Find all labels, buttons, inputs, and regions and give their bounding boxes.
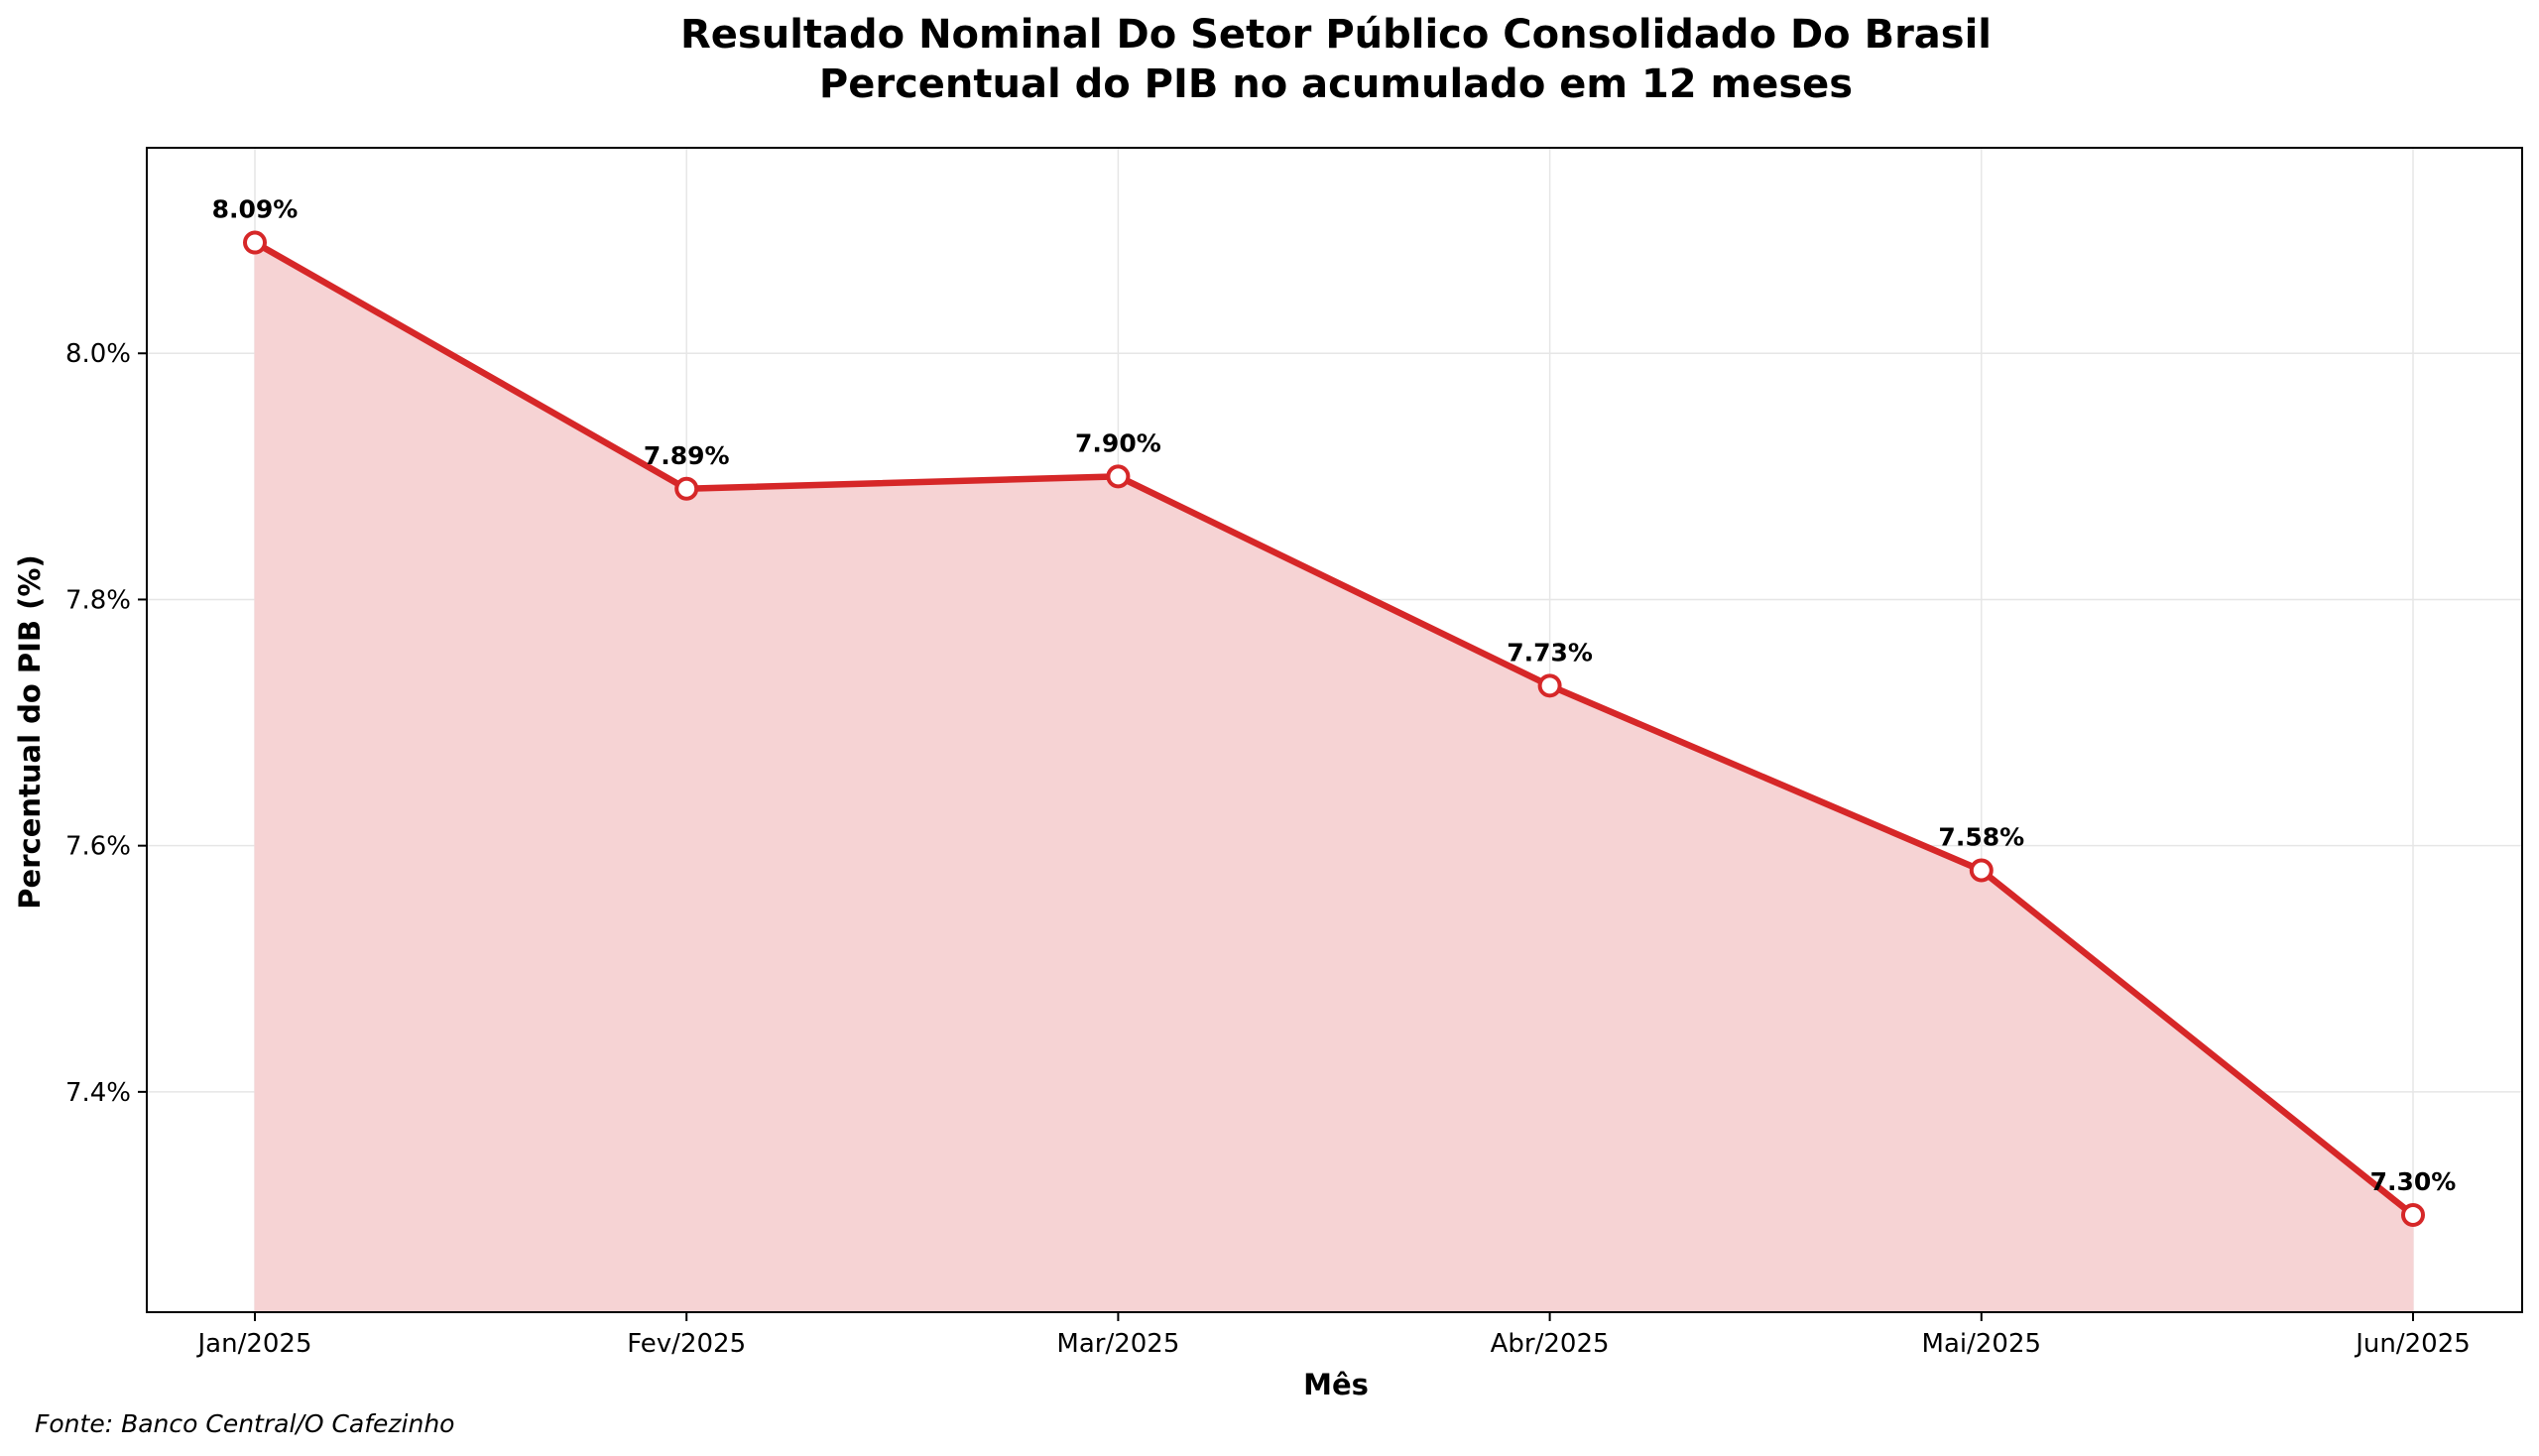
y-tick-label: 7.4% xyxy=(65,1078,131,1108)
data-point-marker xyxy=(1540,675,1560,695)
area-fill-layer xyxy=(255,243,2413,1312)
x-axis-label: Mês xyxy=(1303,1368,1369,1401)
y-axis-label: Percentual do PIB (%) xyxy=(13,554,47,909)
x-tick-label: Fev/2025 xyxy=(627,1329,746,1359)
data-label: 7.58% xyxy=(1938,822,2024,851)
x-tick-label: Mai/2025 xyxy=(1922,1329,2042,1359)
chart-title: Resultado Nominal Do Setor Público Conso… xyxy=(680,12,1992,58)
x-tick-label: Jun/2025 xyxy=(2354,1329,2471,1359)
y-axis-ticks: 7.4% 7.6% 7.8% 8.0% xyxy=(65,339,147,1108)
data-point-marker xyxy=(676,479,696,499)
data-label: 7.30% xyxy=(2370,1167,2457,1196)
source-note: Fonte: Banco Central/O Cafezinho xyxy=(35,1409,454,1438)
x-tick-label: Abr/2025 xyxy=(1491,1329,1610,1359)
data-point-marker xyxy=(1108,466,1128,486)
y-tick-label: 8.0% xyxy=(65,339,131,369)
area-fill xyxy=(255,243,2413,1312)
x-tick-label: Mar/2025 xyxy=(1056,1329,1179,1359)
data-point-marker xyxy=(2403,1205,2423,1225)
data-point-marker xyxy=(1972,860,1992,880)
x-tick-label: Jan/2025 xyxy=(195,1329,311,1359)
data-label: 7.90% xyxy=(1075,428,1161,457)
data-label: 7.73% xyxy=(1507,638,1593,667)
data-point-marker xyxy=(245,233,265,253)
data-label: 7.89% xyxy=(644,441,730,470)
y-tick-label: 7.6% xyxy=(65,832,131,862)
chart-subtitle: Percentual do PIB no acumulado em 12 mes… xyxy=(819,61,1853,107)
y-tick-label: 7.8% xyxy=(65,585,131,615)
data-label: 8.09% xyxy=(212,195,299,224)
x-axis-ticks: Jan/2025 Fev/2025 Mar/2025 Abr/2025 Mai/2025… xyxy=(195,1312,2470,1359)
